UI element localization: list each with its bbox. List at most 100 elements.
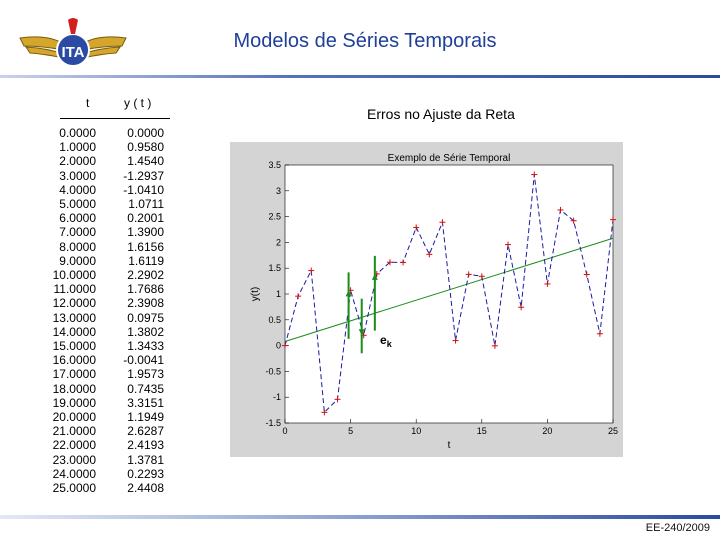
data-point <box>439 219 446 226</box>
footer-divider <box>0 515 720 519</box>
y-tick-label: 2 <box>276 237 281 247</box>
error-arrow <box>358 298 365 354</box>
table-cell-y: 1.3802 <box>127 324 164 339</box>
table-row: 7.0000 1.3900 <box>58 225 178 239</box>
table-row: 2.0000 1.4540 <box>58 154 178 168</box>
table-header-y: y ( t ) <box>124 96 152 110</box>
table-cell-t: 23.0000 <box>52 452 96 467</box>
table-cell-y: 0.0000 <box>127 126 164 140</box>
table-cell-y: 2.4193 <box>127 438 164 453</box>
data-point <box>505 241 512 248</box>
table-cell-t: 4.0000 <box>59 182 96 197</box>
table-cell-y: 3.3151 <box>127 395 164 410</box>
y-tick-label: 0.5 <box>268 315 281 325</box>
y-axis-label: y(t) <box>250 287 261 301</box>
table-row: 1.0000 0.9580 <box>58 140 178 154</box>
svg-text:ITA: ITA <box>61 44 84 61</box>
table-row: 24.0000 0.2293 <box>53 467 178 481</box>
y-tick-label: -1 <box>273 392 281 402</box>
table-cell-y: 0.9580 <box>127 140 164 155</box>
table-cell-t: 7.0000 <box>59 225 96 240</box>
table-row: 22.0000 2.4193 <box>53 438 178 453</box>
data-point <box>610 216 616 223</box>
page-title: Modelos de Séries Temporais <box>233 30 497 52</box>
table-row: 15.0000 1.3433 <box>53 339 178 353</box>
x-tick-label: 5 <box>348 426 353 436</box>
table-cell-y: 2.2902 <box>127 268 164 282</box>
y-tick-label: -1.5 <box>265 418 281 428</box>
table-cell-t: 16.0000 <box>52 353 96 368</box>
table-cell-y: 0.0975 <box>127 310 164 325</box>
section-subtitle: Erros no Ajuste da Reta <box>367 106 515 122</box>
data-point <box>334 396 341 403</box>
table-row: 13.0000 0.0975 <box>53 310 178 325</box>
table-row: 10.0000 2.2902 <box>53 268 178 282</box>
table-cell-t: 14.0000 <box>52 324 96 339</box>
table-row: 6.0000 0.2001 <box>58 211 178 225</box>
table-cell-y: 1.9573 <box>127 367 164 382</box>
table-cell-y: 2.6287 <box>127 424 164 439</box>
table-cell-t: 10.0000 <box>52 268 96 282</box>
table-row: 12.0000 2.3908 <box>53 296 178 311</box>
table-cell-y: 1.0711 <box>128 197 164 211</box>
table-cell-t: 18.0000 <box>52 381 96 396</box>
table-cell-t: 6.0000 <box>59 211 96 226</box>
x-tick-label: 10 <box>411 426 421 436</box>
y-tick-label: 0 <box>276 341 281 351</box>
table-cell-t: 11.0000 <box>53 282 97 297</box>
y-tick-label: 2.5 <box>268 212 281 222</box>
table-row: 16.0000 -0.0041 <box>53 353 178 367</box>
table-header-t: t <box>86 96 90 110</box>
table-cell-t: 25.0000 <box>52 481 96 495</box>
table-cell-y: -1.2937 <box>123 168 164 183</box>
table-row: 20.0000 1.1949 <box>53 410 178 424</box>
data-point <box>570 217 577 224</box>
table-cell-y: 1.6156 <box>127 239 164 254</box>
data-point <box>583 271 590 278</box>
data-point <box>465 271 472 278</box>
table-row: 14.0000 1.3802 <box>53 324 178 339</box>
table-cell-t: 17.0000 <box>52 367 96 382</box>
x-tick-label: 25 <box>608 426 618 436</box>
table-row: 25.0000 2.4408 <box>53 481 178 495</box>
table-row: 8.0000 1.6156 <box>58 240 178 254</box>
table-cell-y: 2.3908 <box>127 296 164 311</box>
error-annotation-letter: e <box>380 333 387 347</box>
table-cell-y: 1.4540 <box>127 154 164 169</box>
table-row: 21.0000 2.6287 <box>53 424 178 439</box>
chart-title: Exemplo de Série Temporal <box>388 153 511 164</box>
data-point <box>518 304 525 311</box>
table-cell-y: -1.0410 <box>123 182 164 197</box>
figure-window: 0 5 10 15 20 25 3.5 3 2.5 2 1.5 1 0.5 0 -0.5 -1 -1.5 Exe… <box>230 142 623 457</box>
data-point <box>557 206 564 213</box>
data-point <box>295 293 302 300</box>
x-axis-label: t <box>448 440 451 451</box>
table-cell-y: 1.3781 <box>127 452 164 467</box>
header-divider <box>0 75 720 78</box>
table-cell-y: 1.7686 <box>127 282 164 297</box>
table-row: 4.0000 -1.0410 <box>58 183 178 197</box>
table-row: 3.0000 -1.2937 <box>58 169 178 183</box>
data-point <box>413 224 420 231</box>
y-tick-label: 1 <box>276 289 281 299</box>
data-point <box>478 273 485 280</box>
table-cell-y: 1.6119 <box>128 253 164 268</box>
table-cell-t: 2.0000 <box>59 154 96 169</box>
table-cell-t: 21.0000 <box>52 424 96 439</box>
table-row: 17.0000 1.9573 <box>53 367 178 382</box>
y-tick-label: 1.5 <box>268 263 281 273</box>
data-point <box>531 171 538 178</box>
table-cell-y: 1.3433 <box>127 339 164 353</box>
axes-area <box>284 164 614 424</box>
data-point <box>282 342 288 349</box>
table-cell-t: 8.0000 <box>59 239 96 254</box>
table-cell-t: 3.0000 <box>59 168 96 183</box>
table-row: 23.0000 1.3781 <box>53 452 178 467</box>
table-row: 0.0000 0.0000 <box>58 126 178 140</box>
data-point <box>596 330 603 337</box>
table-row: 5.0000 1.0711 <box>58 197 178 211</box>
table-cell-t: 0.0000 <box>59 126 96 140</box>
footer-course: EE-240/2009 <box>645 522 710 534</box>
data-point <box>321 409 328 416</box>
y-tick-label: -0.5 <box>265 366 281 376</box>
